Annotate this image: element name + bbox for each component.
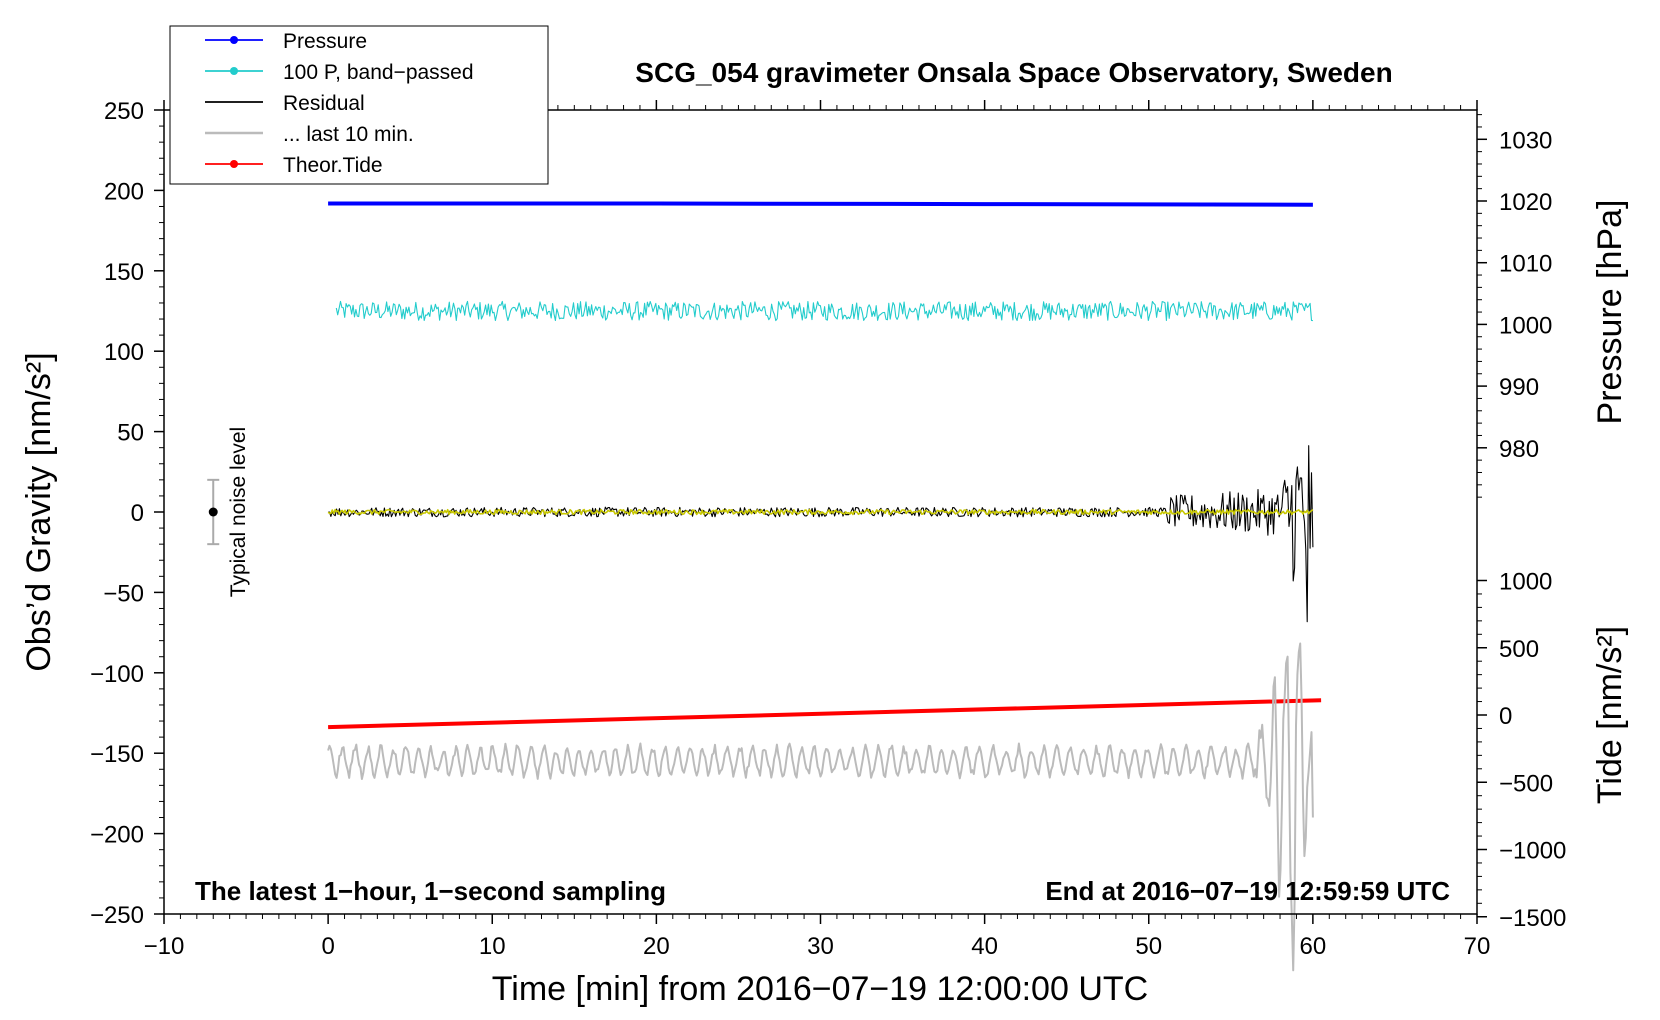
y-left-tick-label: −200 [90,822,144,849]
legend-label-last10: ... last 10 min. [283,123,414,146]
y-left-tick-label: −150 [90,741,144,768]
tide-tick-label: 0 [1499,703,1512,730]
legend-swatch-dot [230,160,238,168]
series-theor-tide [328,698,1322,730]
pressure-tick-label: 1020 [1499,189,1552,216]
x-tick-label: 20 [643,933,670,960]
y-left-tick-label: 250 [104,98,144,125]
noise-level-indicator: Typical noise level [207,427,250,597]
sampling-note: The latest 1−hour, 1−second sampling [195,876,666,906]
x-tick-label: 60 [1300,933,1327,960]
tide-tick-label: −1000 [1499,838,1566,865]
y-left-tick-label: 50 [117,420,144,447]
pressure-tick-label: 990 [1499,374,1539,401]
x-tick-label: 30 [807,933,834,960]
chart-title: SCG_054 gravimeter Onsala Space Observat… [635,57,1392,88]
series-residual [328,445,1314,623]
series-100-p-band-passed [335,300,1313,322]
legend-label-tide: Theor.Tide [283,154,383,177]
x-tick-label: 50 [1135,933,1162,960]
series-layer [327,201,1322,972]
x-tick-label: 10 [479,933,506,960]
tide-tick-label: −500 [1499,770,1553,797]
legend: Pressure 100 P, band−passed Residual ...… [169,25,549,185]
tide-axis-title: Tide [nm/s²] [1591,626,1629,804]
pressure-axis-title: Pressure [hPa] [1591,200,1629,425]
legend-label-bandpassed: 100 P, band−passed [283,61,474,84]
x-axis-title: Time [min] from 2016−07−19 12:00:00 UTC [492,970,1148,1008]
pressure-tick-label: 1000 [1499,312,1552,339]
y-left-tick-label: 0 [131,500,144,527]
tide-tick-label: 1000 [1499,569,1552,596]
series-pressure [328,201,1313,207]
y-left-tick-label: 150 [104,259,144,286]
tide-tick-label: 500 [1499,636,1539,663]
legend-swatch-dot [230,67,238,75]
y-left-tick-label: −50 [103,580,144,607]
y-left-axis-title: Obs’d Gravity [nm/s²] [20,352,58,671]
tide-tick-label: −1500 [1499,905,1566,932]
y-left-tick-label: −250 [90,902,144,929]
axes-layer: −10 0 10 20 30 40 50 60 70250200150100500−50−100… [90,98,1566,960]
y-left-tick-label: 100 [104,339,144,366]
legend-swatches [205,36,263,168]
legend-label-pressure: Pressure [283,30,367,53]
y-left-tick-label: −100 [90,661,144,688]
legend-label-residual: Residual [283,92,365,115]
pressure-tick-label: 980 [1499,436,1539,463]
end-time-note: End at 2016−07−19 12:59:59 UTC [1045,876,1450,906]
pressure-tick-label: 1030 [1499,127,1552,154]
y-left-tick-label: 200 [104,178,144,205]
series-last-10-min [327,642,1314,972]
noise-level-dot [208,507,218,517]
legend-box [169,25,549,185]
pressure-tick-label: 1010 [1499,251,1552,278]
x-tick-label: 40 [971,933,998,960]
x-tick-label: −10 [144,933,185,960]
noise-level-label: Typical noise level [227,427,250,597]
series-residual-smoothed [327,508,1314,516]
legend-swatch-dot [230,36,238,44]
x-tick-label: 70 [1464,933,1491,960]
x-tick-label: 0 [321,933,334,960]
